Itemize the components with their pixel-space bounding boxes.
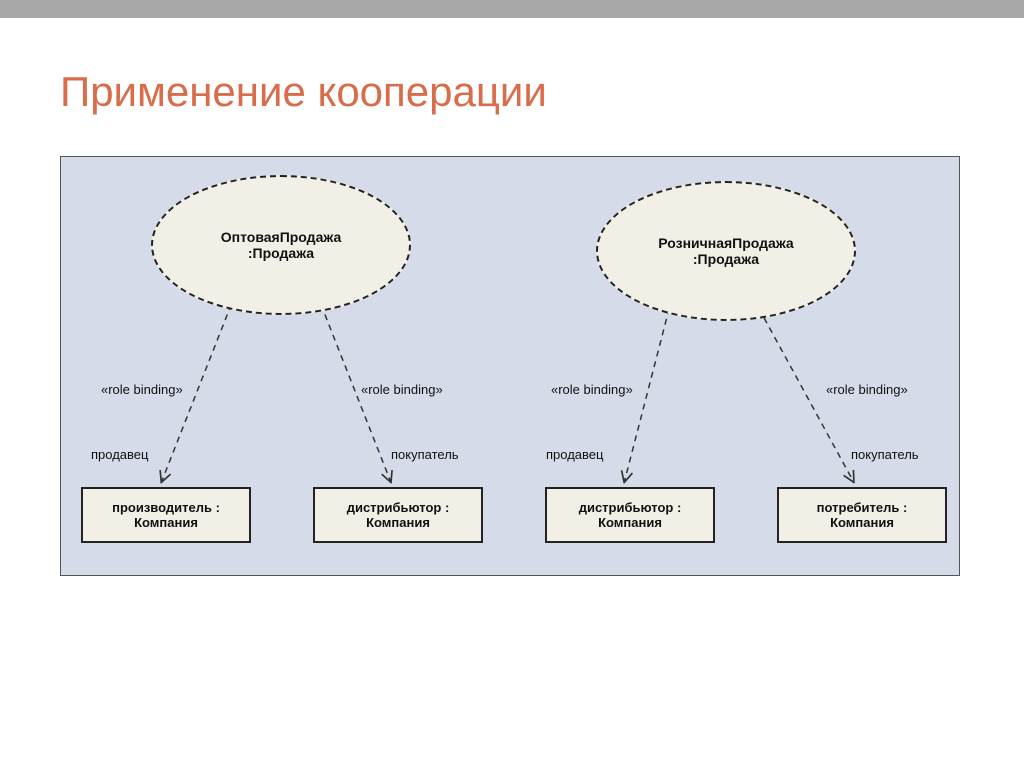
slide: Применение кооперации ОптоваяПродажа:Про… [0,18,1024,606]
box-line1: производитель : [112,500,220,515]
ellipse-line1: ОптоваяПродажа [221,229,341,245]
edge-label: продавец [546,447,603,462]
box-line2: Компания [830,515,894,530]
ellipse-line1: РозничнаяПродажа [658,235,793,251]
box-line1: дистрибьютор : [347,500,450,515]
box-line1: дистрибьютор : [579,500,682,515]
box-line2: Компания [598,515,662,530]
role-box: дистрибьютор :Компания [313,487,483,543]
role-box: дистрибьютор :Компания [545,487,715,543]
edge-label: продавец [91,447,148,462]
box-line2: Компания [134,515,198,530]
edge-label: «role binding» [826,382,908,397]
edge-label: покупатель [391,447,459,462]
collaboration-ellipse: РозничнаяПродажа:Продажа [596,181,856,321]
box-line2: Компания [366,515,430,530]
ellipse-line2: :Продажа [248,245,314,261]
box-line1: потребитель : [817,500,908,515]
uml-cooperation-diagram: ОптоваяПродажа:ПродажаРозничнаяПродажа:П… [60,156,960,576]
edge-label: «role binding» [361,382,443,397]
role-box: производитель :Компания [81,487,251,543]
role-box: потребитель :Компания [777,487,947,543]
slide-title: Применение кооперации [60,68,964,116]
ellipse-line2: :Продажа [693,251,759,267]
edge-label: «role binding» [551,382,633,397]
edge-label: «role binding» [101,382,183,397]
collaboration-ellipse: ОптоваяПродажа:Продажа [151,175,411,315]
top-bar [0,0,1024,18]
edge-label: покупатель [851,447,919,462]
